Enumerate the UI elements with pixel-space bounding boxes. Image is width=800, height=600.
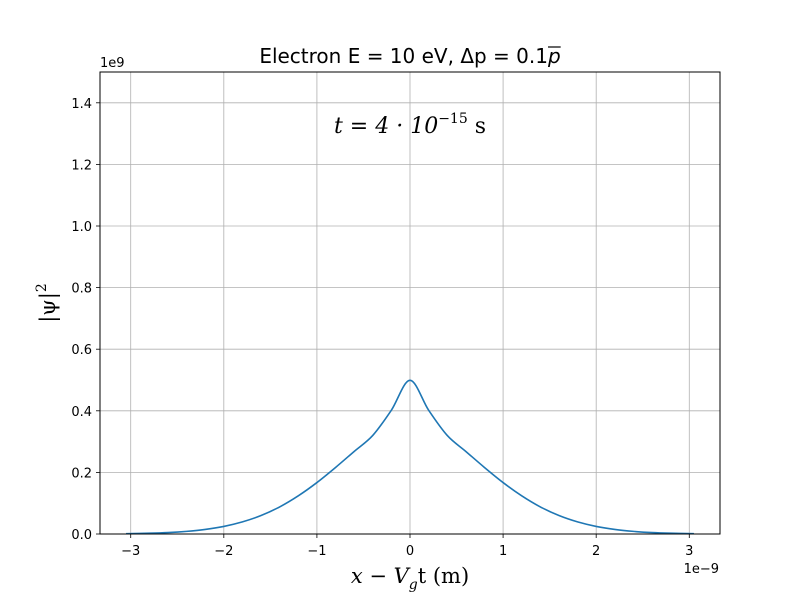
x-tick-label: 1	[499, 544, 507, 559]
x-axis-label: x − Vgt (m)	[351, 564, 469, 593]
y-tick-label: 1.4	[71, 97, 92, 112]
y-tick-label: 0.2	[71, 466, 92, 481]
x-tick-label: −3	[121, 544, 140, 559]
y-axis-ticks: 0.0 0.2 0.4 0.6 0.8 1.0 1.2 1.4	[71, 97, 100, 543]
chart-title: Electron E = 10 eV, Δp = 0.1p	[259, 44, 560, 68]
title-symbol: p	[547, 44, 561, 68]
x-tick-label: 2	[592, 544, 600, 559]
y-tick-label: 1.0	[71, 220, 92, 235]
y-axis-label: |ψ|2	[34, 283, 61, 323]
y-tick-label: 0.6	[71, 343, 92, 358]
series-layer	[126, 379, 694, 535]
x-offset-label: 1e−9	[684, 562, 719, 577]
y-offset-label: 1e9	[100, 56, 125, 71]
y-tick-label: 0.4	[71, 405, 92, 420]
y-tick-label: 0.8	[71, 282, 92, 297]
y-tick-label: 1.2	[71, 158, 92, 173]
series-line	[126, 379, 694, 535]
x-tick-label: 3	[685, 544, 693, 559]
grid	[100, 72, 720, 535]
x-tick-label: −2	[214, 544, 233, 559]
y-tick-label: 0.0	[71, 528, 92, 543]
time-annotation: t = 4 · 10−15 s	[334, 111, 486, 139]
x-tick-label: −1	[307, 544, 326, 559]
x-axis-ticks: −3 −2 −1 0 1 2 3	[121, 534, 693, 559]
x-tick-label: 0	[406, 544, 414, 559]
